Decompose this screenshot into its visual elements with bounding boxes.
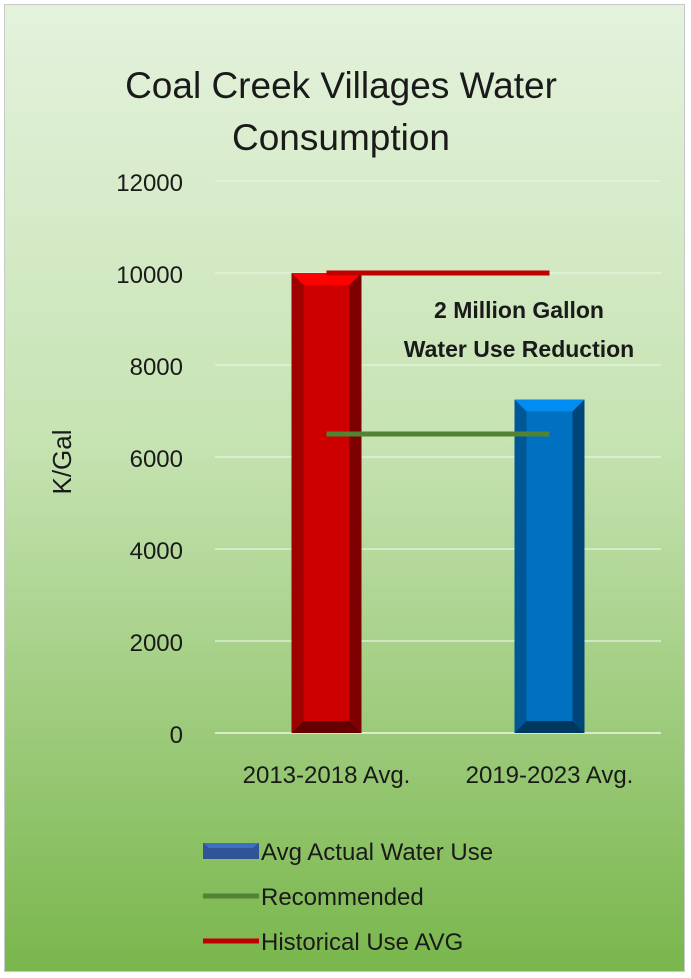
y-tick-10000: 10000 — [116, 262, 183, 289]
chart-frame: Coal Creek Villages Water Consumption K/… — [4, 4, 685, 972]
legend-swatch-bevel-1 — [203, 843, 259, 848]
x-tick-2: 2019-2023 Avg. — [466, 762, 634, 789]
y-tick-0: 0 — [170, 722, 183, 749]
y-tick-6000: 6000 — [130, 446, 183, 473]
bar-bevel-top-2 — [514, 399, 585, 412]
bar-bevel-right-1 — [349, 273, 362, 733]
legend-label-3: Historical Use AVG — [261, 929, 463, 956]
y-tick-8000: 8000 — [130, 354, 183, 381]
y-axis-label: K/Gal — [47, 429, 77, 494]
bar-layer — [291, 273, 585, 733]
bar-bevel-top-1 — [291, 273, 362, 285]
legend-item-1: Avg Actual Water Use — [203, 839, 493, 866]
bar-bevel-bottom-2 — [514, 721, 585, 733]
bar-bevel-bottom-1 — [291, 721, 362, 733]
y-tick-12000: 12000 — [116, 170, 183, 197]
annotation-line-2: Water Use Reduction — [404, 336, 634, 362]
bar-1 — [291, 273, 362, 733]
bar-bevel-right-2 — [572, 399, 585, 733]
annotation-line-1: 2 Million Gallon — [434, 297, 604, 323]
chart-title-line-2: Consumption — [232, 117, 450, 158]
legend-item-2: Recommended — [203, 884, 424, 911]
chart-title-line-1: Coal Creek Villages Water — [125, 65, 557, 106]
bar-bevel-left-1 — [291, 273, 304, 733]
chart-svg: Coal Creek Villages Water Consumption K/… — [5, 5, 684, 971]
y-tick-2000: 2000 — [130, 630, 183, 657]
legend-label-1: Avg Actual Water Use — [261, 839, 493, 866]
y-tick-labels: 0 2000 4000 6000 8000 10000 12000 — [116, 170, 183, 749]
legend-label-2: Recommended — [261, 884, 424, 911]
x-tick-1: 2013-2018 Avg. — [243, 762, 411, 789]
bar-bevel-left-2 — [514, 399, 527, 733]
line-layer — [326, 270, 550, 437]
x-tick-labels: 2013-2018 Avg. 2019-2023 Avg. — [243, 762, 634, 789]
legend: Avg Actual Water Use Recommended Historica… — [203, 839, 493, 956]
bar-2 — [514, 399, 585, 733]
legend-item-3: Historical Use AVG — [203, 929, 463, 956]
y-tick-4000: 4000 — [130, 538, 183, 565]
